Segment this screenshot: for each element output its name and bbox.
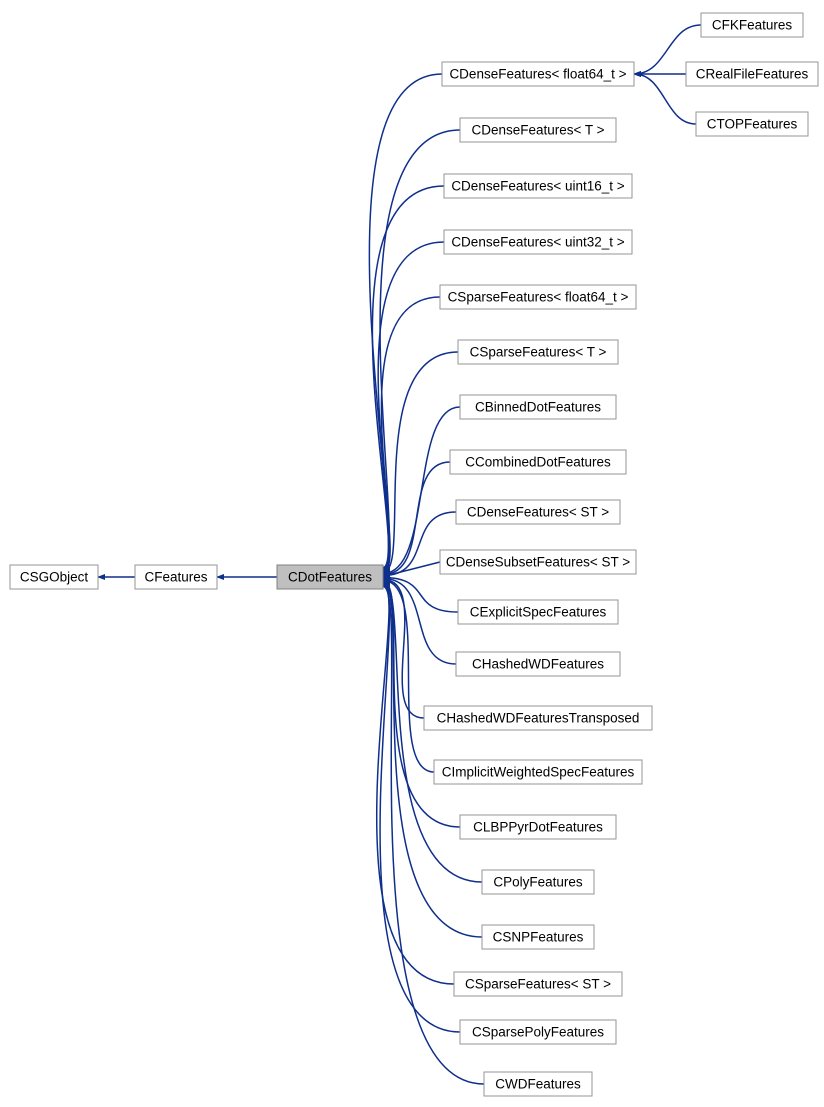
node-implicitspec[interactable]: CImplicitWeightedSpecFeatures: [434, 760, 642, 784]
node-combined[interactable]: CCombinedDotFeatures: [450, 450, 626, 474]
nodes-layer: CSGObject CFeatures CDotFeatures CDenseFeat…: [10, 13, 818, 1096]
node-binned[interactable]: CBinnedDotFeatures: [460, 395, 616, 419]
node-hashedwdt[interactable]: CHashedWDFeaturesTransposed: [424, 706, 652, 730]
node-dense_t[interactable]: CDenseFeatures< T >: [460, 118, 616, 142]
node-dense_f64-label: CDenseFeatures< float64_t >: [449, 67, 626, 82]
node-binned-label: CBinnedDotFeatures: [475, 400, 601, 415]
inheritance-diagram: CSGObject CFeatures CDotFeatures CDenseFeat…: [0, 0, 824, 1107]
node-dense_u32[interactable]: CDenseFeatures< uint32_t >: [444, 230, 632, 254]
node-combined-label: CCombinedDotFeatures: [465, 455, 611, 470]
node-lbppyr-label: CLBPPyrDotFeatures: [473, 820, 603, 835]
node-sparse_st-label: CSparseFeatures< ST >: [465, 977, 611, 992]
node-cfeatures[interactable]: CFeatures: [135, 565, 217, 589]
node-implicitspec-label: CImplicitWeightedSpecFeatures: [442, 765, 635, 780]
node-sparse_t-label: CSparseFeatures< T >: [470, 345, 607, 360]
node-wd-label: CWDFeatures: [495, 1077, 581, 1092]
node-dense_t-label: CDenseFeatures< T >: [471, 123, 604, 138]
node-cfeatures-label: CFeatures: [144, 570, 207, 585]
node-hashedwd[interactable]: CHashedWDFeatures: [456, 652, 620, 676]
node-sparse_f64-label: CSparseFeatures< float64_t >: [448, 290, 629, 305]
node-explicitspec-label: CExplicitSpecFeatures: [470, 605, 607, 620]
node-sparsepoly-label: CSparsePolyFeatures: [472, 1025, 604, 1040]
node-poly-label: CPolyFeatures: [493, 875, 583, 890]
edge-densesub_st-to-cdotfeatures: [383, 562, 440, 577]
node-top[interactable]: CTOPFeatures: [696, 112, 808, 136]
node-dense_u16[interactable]: CDenseFeatures< uint16_t >: [444, 174, 632, 198]
node-wd[interactable]: CWDFeatures: [484, 1072, 592, 1096]
node-dense_st-label: CDenseFeatures< ST >: [467, 505, 609, 520]
node-realfile-label: CRealFileFeatures: [696, 67, 809, 82]
node-fk-label: CFKFeatures: [712, 18, 793, 33]
node-fk[interactable]: CFKFeatures: [701, 13, 803, 37]
node-cdotfeatures[interactable]: CDotFeatures: [277, 565, 383, 589]
node-explicitspec[interactable]: CExplicitSpecFeatures: [458, 600, 618, 624]
node-cdotfeatures-label: CDotFeatures: [288, 570, 372, 585]
node-densesub_st-label: CDenseSubsetFeatures< ST >: [446, 555, 630, 570]
node-sparse_f64[interactable]: CSparseFeatures< float64_t >: [440, 285, 636, 309]
node-sparse_st[interactable]: CSparseFeatures< ST >: [454, 972, 622, 996]
node-sparse_t[interactable]: CSparseFeatures< T >: [458, 340, 618, 364]
node-csgobject-label: CSGObject: [20, 570, 89, 585]
edge-sparse_f64-to-cdotfeatures: [381, 297, 440, 572]
node-poly[interactable]: CPolyFeatures: [482, 870, 594, 894]
node-snp-label: CSNPFeatures: [493, 930, 584, 945]
node-realfile[interactable]: CRealFileFeatures: [686, 62, 818, 86]
node-hashedwdt-label: CHashedWDFeaturesTransposed: [437, 711, 640, 726]
node-hashedwd-label: CHashedWDFeatures: [472, 657, 604, 672]
node-top-label: CTOPFeatures: [707, 117, 798, 132]
node-densesub_st[interactable]: CDenseSubsetFeatures< ST >: [440, 550, 636, 574]
node-sparsepoly[interactable]: CSparsePolyFeatures: [460, 1020, 616, 1044]
node-dense_f64[interactable]: CDenseFeatures< float64_t >: [442, 62, 634, 86]
node-dense_u32-label: CDenseFeatures< uint32_t >: [451, 235, 624, 250]
node-lbppyr[interactable]: CLBPPyrDotFeatures: [460, 815, 616, 839]
node-dense_st[interactable]: CDenseFeatures< ST >: [456, 500, 620, 524]
node-csgobject[interactable]: CSGObject: [10, 565, 98, 589]
node-dense_u16-label: CDenseFeatures< uint16_t >: [451, 179, 624, 194]
node-snp[interactable]: CSNPFeatures: [482, 925, 594, 949]
